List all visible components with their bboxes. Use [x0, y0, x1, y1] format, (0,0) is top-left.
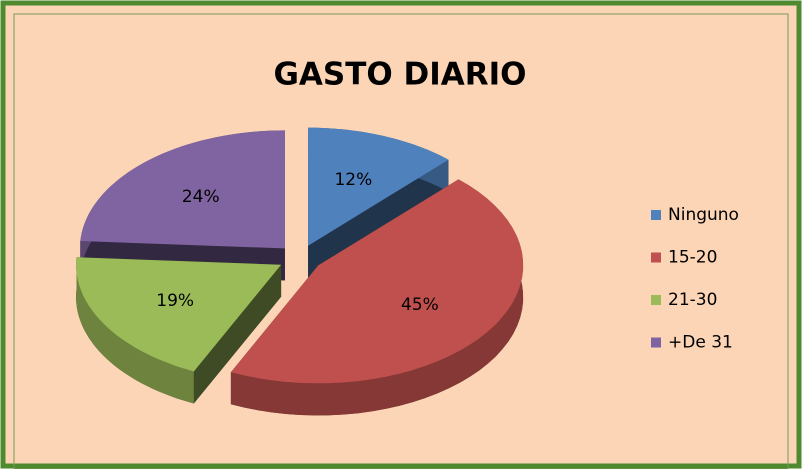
legend-swatch: [651, 210, 661, 220]
legend-swatch: [651, 252, 661, 263]
legend-label: 21-30: [668, 290, 717, 310]
slice: [230, 179, 524, 384]
slice: [76, 257, 282, 372]
slice: [80, 130, 285, 249]
data-label: 45%: [401, 295, 439, 315]
data-label: 19%: [156, 291, 194, 311]
slice-wall: [308, 159, 449, 278]
legend-swatch: [651, 295, 661, 305]
slice: [308, 127, 449, 246]
chart-title: GASTO DIARIO: [273, 57, 526, 93]
legend-swatch: [651, 337, 661, 348]
data-label: 12%: [334, 170, 372, 190]
slice-wall: [193, 264, 282, 404]
slice-side: [230, 179, 524, 416]
data-label: 24%: [182, 187, 220, 207]
slice-side: [76, 257, 194, 404]
legend-label: Ninguno: [668, 205, 739, 225]
legend-label: +De 31: [668, 333, 733, 353]
legend-label: 15-20: [668, 248, 717, 268]
